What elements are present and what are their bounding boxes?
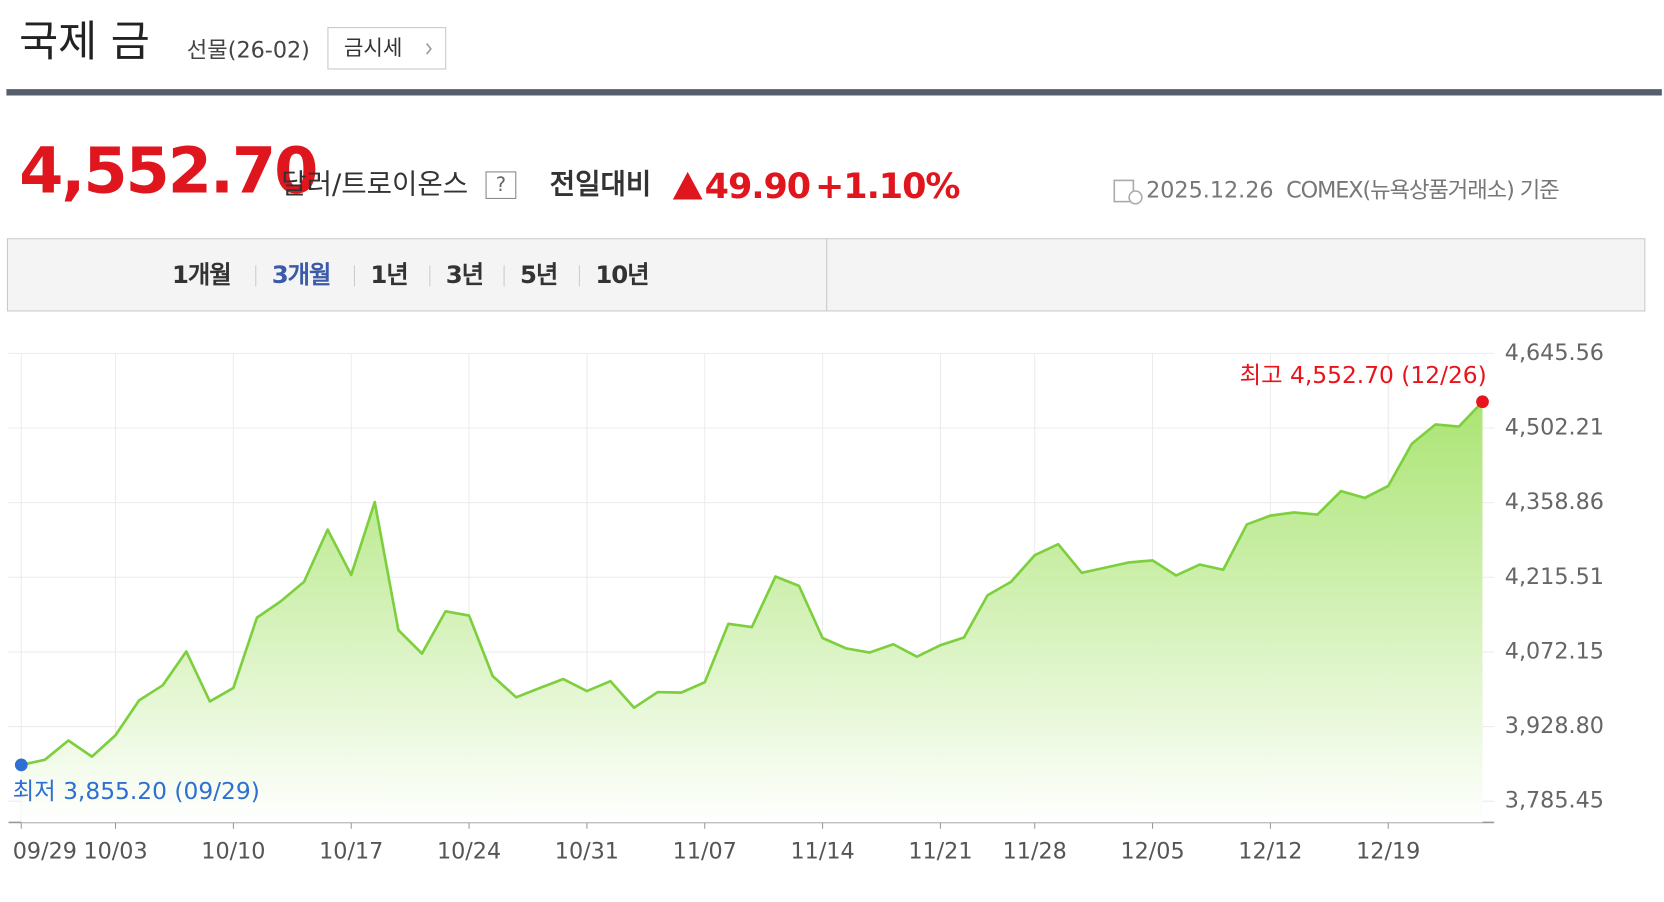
change-value: 49.90 <box>705 167 810 207</box>
y-tick-label: 4,072.15 <box>1505 638 1604 664</box>
price-unit: 달러/트로이온스 <box>281 168 468 201</box>
area-fill <box>21 401 1483 823</box>
chevron-icon <box>426 43 432 55</box>
y-tick-label: 4,215.51 <box>1505 564 1604 590</box>
period-tab[interactable]: 3년 <box>446 260 484 289</box>
x-tick-label: 10/24 <box>437 839 501 865</box>
period-tab[interactable]: 5년 <box>520 260 558 289</box>
x-tick-label: 10/03 <box>83 839 147 865</box>
price-date: 2025.12.26 <box>1146 178 1273 204</box>
extreme-point <box>14 758 28 772</box>
page-title: 국제 금 <box>19 18 150 67</box>
x-tick-label: 10/10 <box>201 839 265 865</box>
x-tick-label: 12/19 <box>1356 839 1420 865</box>
calendar-icon <box>1113 179 1143 205</box>
x-tick-label: 11/14 <box>791 839 855 865</box>
period-tab[interactable]: 1개월 <box>172 260 232 289</box>
up-arrow-icon <box>672 171 703 200</box>
subtitle: 선물(26-02) <box>187 37 310 63</box>
x-tick-label: 11/07 <box>673 839 737 865</box>
price-button[interactable] <box>327 27 447 70</box>
extreme-point <box>1476 395 1489 409</box>
y-tick-label: 4,358.86 <box>1505 489 1604 515</box>
extreme-label: 최고 4,552.70 (12/26) <box>1240 361 1487 389</box>
x-tick-label: 12/12 <box>1238 839 1302 865</box>
period-tab[interactable]: 1년 <box>370 260 408 289</box>
help-mark[interactable]: ? <box>496 173 506 196</box>
y-tick-label: 3,928.80 <box>1505 713 1604 739</box>
x-tick-label: 09/29 <box>13 839 77 865</box>
change-label: 전일대비 <box>550 168 652 201</box>
button-label[interactable]: 금시세 <box>344 36 403 61</box>
price-line <box>20 400 1484 767</box>
y-tick-label: 4,502.21 <box>1505 415 1604 441</box>
x-tick-label: 10/31 <box>555 839 619 865</box>
x-tick-label: 10/17 <box>319 839 383 865</box>
help-icon[interactable] <box>485 171 517 199</box>
x-tick-label: 11/28 <box>1003 839 1067 865</box>
change-percent: +1.10% <box>815 167 959 207</box>
x-tick-label: 11/21 <box>908 839 972 865</box>
chart: 3,785.45 3,928.80 4,072.15 4,215.51 4,358.86… <box>8 340 1604 865</box>
y-tick-label: 3,785.45 <box>1505 788 1604 814</box>
price-value: 4,552.70 <box>19 135 316 209</box>
period-tab[interactable]: 3개월 <box>272 260 332 289</box>
y-tick-label: 4,645.56 <box>1505 340 1604 366</box>
tab-group: 1개월 3개월 1년 3년 5년 10년 <box>172 260 650 289</box>
price-source: COMEX(뉴욕상품거래소) 기준 <box>1286 178 1559 204</box>
x-tick-label: 12/05 <box>1120 839 1184 865</box>
period-tab[interactable]: 10년 <box>595 260 649 289</box>
extreme-label: 최저 3,855.20 (09/29) <box>13 777 260 805</box>
